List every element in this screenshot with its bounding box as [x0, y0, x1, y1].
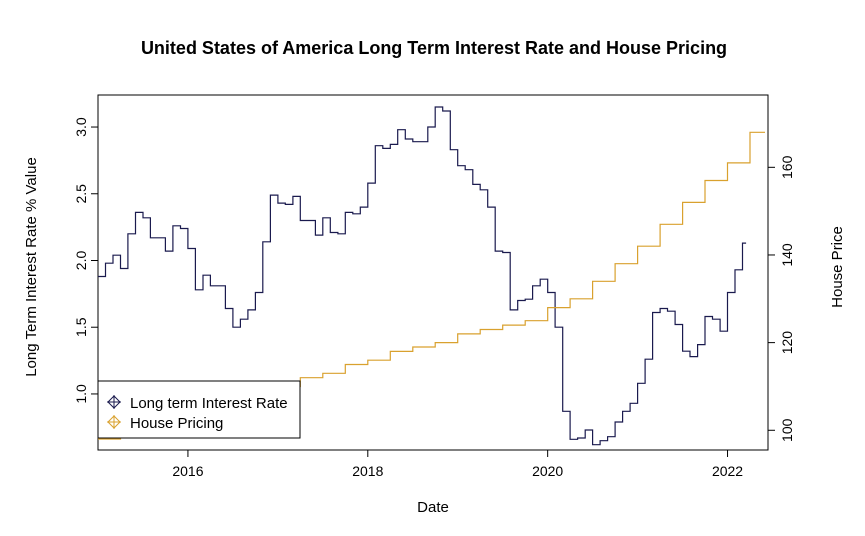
y-left-tick-label: 3.0: [73, 117, 89, 137]
y-left-tick-label: 2.0: [73, 251, 89, 271]
legend-label-interest-rate: Long term Interest Rate: [130, 395, 288, 412]
axis-layer: 2016 2018 2020 2022 1.0 1.5 2.0 2.5 3.0 100 120 140…: [73, 117, 795, 479]
chart-title: United States of America Long Term Inter…: [141, 38, 727, 58]
x-tick-label: 2018: [352, 463, 383, 479]
y-left-tick-label: 1.0: [73, 384, 89, 404]
y-right-tick-label: 140: [779, 243, 795, 267]
legend-marker-interest-rate: [107, 395, 121, 409]
x-tick-label: 2016: [172, 463, 203, 479]
x-axis-label: Date: [417, 499, 449, 516]
series-line-interest-rate: [98, 106, 747, 446]
y-left-tick-label: 1.5: [73, 317, 89, 337]
x-tick-label: 2022: [712, 463, 743, 479]
plot-frame: [97, 94, 769, 451]
legend-label-house-pricing: House Pricing: [130, 415, 223, 432]
legend-marker-house-pricing: [107, 415, 121, 429]
x-tick-label: 2020: [532, 463, 563, 479]
y-left-tick-label: 2.5: [73, 184, 89, 204]
legend: Long term Interest Rate House Pricing: [97, 380, 301, 439]
legend-box: [97, 380, 301, 439]
y-right-tick-label: 120: [779, 331, 795, 355]
y-right-tick-label: 160: [779, 155, 795, 179]
y-axis-left-label: Long Term Interest Rate % Value: [23, 157, 40, 377]
y-right-tick-label: 100: [779, 418, 795, 442]
y-axis-right-label: House Price: [829, 226, 846, 308]
